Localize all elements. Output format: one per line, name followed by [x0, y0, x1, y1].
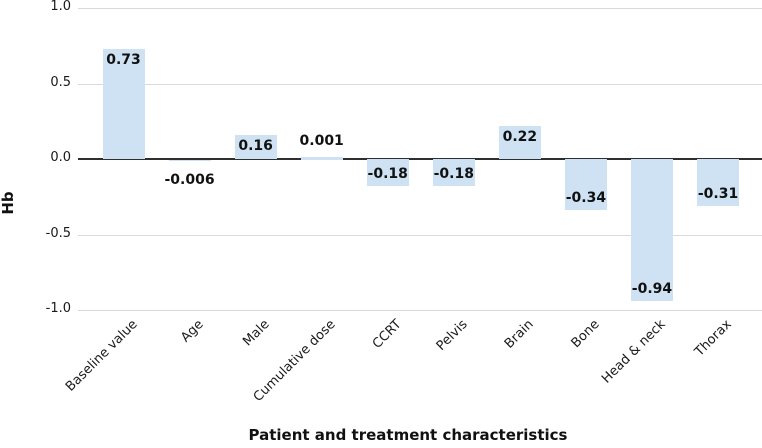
bar-value-label: -0.94: [631, 280, 673, 297]
x-tick-label: Age: [177, 317, 207, 346]
bar-value-label: -0.31: [697, 185, 739, 202]
x-tick-label: Bone: [568, 317, 603, 352]
bar-value-label: 0.22: [502, 128, 538, 145]
y-tick-label: -1.0: [45, 301, 71, 316]
bar: [630, 159, 673, 301]
bar-value-label: 0.16: [238, 137, 273, 154]
x-tick-label: Brain: [501, 317, 537, 352]
x-tick-label: Pelvis: [433, 317, 471, 354]
bar-value-label: -0.34: [565, 190, 607, 207]
bar-value-label: 0.73: [106, 51, 141, 68]
bar-value-label: 0.001: [299, 133, 344, 149]
x-tick-label: Head & neck: [599, 317, 669, 387]
x-axis-title: Patient and treatment characteristics: [248, 426, 568, 444]
bar: [498, 125, 541, 159]
bar-value-label: -0.006: [164, 172, 215, 188]
gridline: [78, 234, 762, 236]
bar: [234, 134, 277, 159]
x-tick-label: Baseline value: [62, 317, 141, 395]
y-tick-label: 0.5: [50, 74, 71, 90]
bar: [168, 159, 211, 161]
bar: [697, 159, 740, 206]
bar-value-label: -0.18: [367, 166, 408, 183]
y-axis-title: Hb: [0, 191, 17, 215]
bar: [300, 157, 343, 160]
bar: [564, 159, 607, 211]
gridline: [78, 8, 762, 9]
y-tick-label: -0.5: [45, 225, 71, 241]
x-axis-zero-line: [78, 157, 762, 160]
y-tick-label: 0.0: [50, 150, 71, 165]
x-tick-label: CCRT: [369, 317, 405, 352]
gridline: [78, 310, 762, 311]
bar: [102, 48, 145, 159]
bar-value-label: -0.18: [433, 166, 474, 183]
x-tick-label: Thorax: [692, 317, 735, 360]
gridline: [78, 83, 762, 85]
x-tick-label: Male: [239, 317, 273, 350]
y-tick-label: 1.0: [50, 0, 71, 14]
bar: [366, 159, 409, 187]
bar: [432, 159, 475, 187]
